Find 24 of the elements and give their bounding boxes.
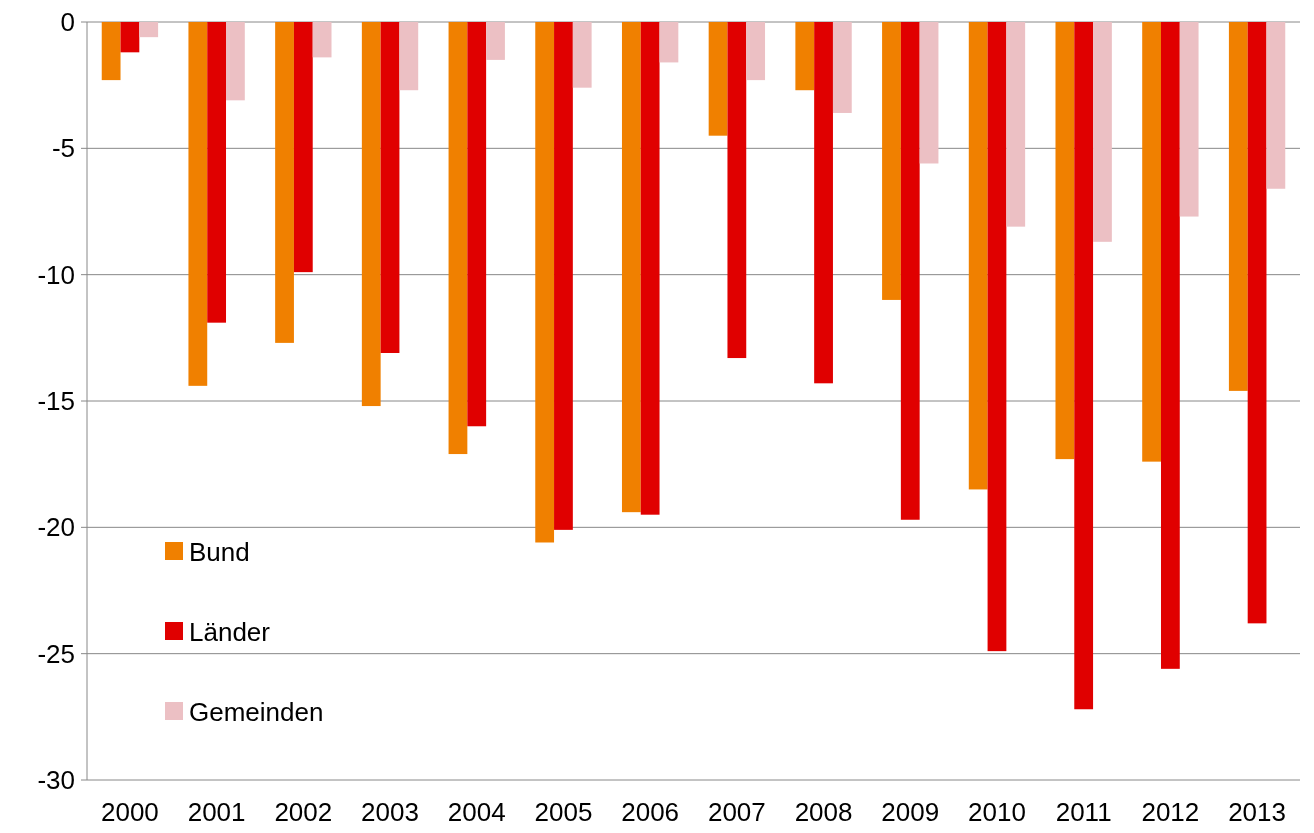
x-tick-label: 2004: [447, 797, 506, 827]
y-tick-label: -10: [37, 259, 75, 290]
x-tick-label: 2009: [881, 797, 940, 827]
y-tick-label: -20: [37, 512, 75, 543]
y-tick-label: -30: [37, 765, 75, 796]
x-tick-label: 2007: [707, 797, 766, 827]
x-tick-label: 2003: [361, 797, 419, 827]
x-tick-label: 2002: [274, 797, 333, 827]
x-tick-label: 2000: [101, 797, 159, 827]
y-tick-label: 0: [60, 7, 75, 38]
legend-label: Gemeinden: [189, 697, 324, 728]
x-tick-label: 2005: [534, 797, 593, 827]
x-tick-label: 2006: [621, 797, 680, 827]
y-tick-label: -25: [37, 638, 75, 669]
y-tick-label: -15: [37, 386, 75, 417]
x-tick-label: 2011: [1055, 797, 1112, 827]
x-tick-label: 2001: [187, 797, 246, 827]
x-tick-label: 2010: [968, 797, 1026, 827]
y-tick-label: -5: [51, 133, 75, 164]
x-tick-label: 2012: [1141, 797, 1200, 827]
x-tick-label: 2008: [794, 797, 853, 827]
legend-label: Länder: [189, 617, 271, 648]
legend-label: Bund: [189, 537, 250, 568]
x-tick-label: 2013: [1228, 797, 1286, 827]
